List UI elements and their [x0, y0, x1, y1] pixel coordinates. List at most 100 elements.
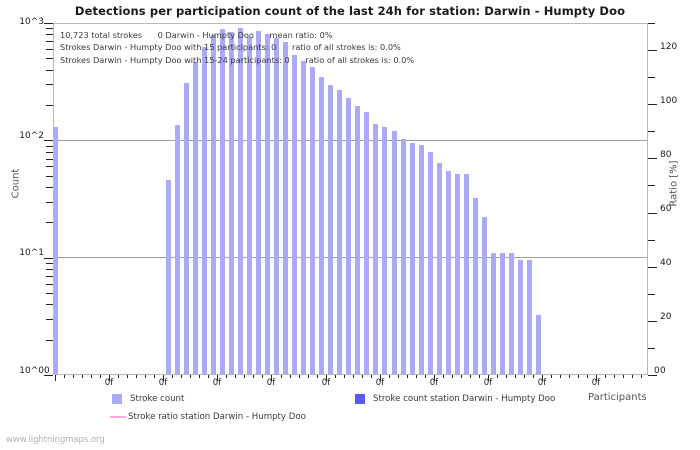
- x-axis-tick-mark: [506, 375, 507, 378]
- y-axis-left-tick-mark: [46, 34, 53, 35]
- bar: [517, 259, 523, 374]
- bar: [436, 162, 442, 374]
- x-axis-tick-mark: [425, 375, 426, 378]
- bar: [490, 252, 496, 374]
- y-axis-left-tick-mark: [46, 284, 53, 285]
- annotation-line-3: Strokes Darwin - Humpty Doo with 15-24 p…: [60, 54, 415, 65]
- y-axis-left-tick-100: 10^2: [19, 131, 44, 141]
- legend-label-stroke-count-station: Stroke count station Darwin - Humpty Doo: [373, 394, 556, 404]
- bar: [337, 90, 343, 374]
- y-axis-right-tick-60: 60: [660, 204, 672, 214]
- x-axis-tick-mark: [82, 375, 83, 378]
- y-axis-left-tick-mark: [46, 41, 53, 42]
- bar: [211, 35, 217, 374]
- legend-item-stroke-count[interactable]: Stroke count: [112, 394, 184, 404]
- x-axis-tick-mark: [281, 375, 282, 378]
- bar: [54, 127, 58, 374]
- x-axis-tick-mark: [64, 375, 65, 378]
- y-axis-left-tick-mark: [46, 293, 53, 294]
- x-axis-tick-mark: [109, 375, 110, 381]
- x-axis-tick-mark: [497, 375, 498, 378]
- y-axis-right-tick-0: 0: [660, 366, 666, 376]
- x-axis-tick-mark: [326, 375, 327, 381]
- bar: [364, 112, 370, 374]
- legend-swatch-icon-stroke-count: [112, 394, 122, 404]
- y-axis-left-tick-mark: [46, 269, 53, 270]
- bar: [454, 173, 460, 374]
- x-axis-tick-mark: [434, 375, 435, 381]
- x-axis-tick-mark: [470, 375, 471, 378]
- x-axis-tick-mark: [73, 375, 74, 378]
- x-axis-tick-mark: [533, 375, 534, 378]
- x-axis-tick-label: 0f: [321, 378, 331, 388]
- y-axis-left-tick-mark: [46, 105, 53, 106]
- bar: [256, 31, 262, 374]
- annotation-line-2: Strokes Darwin - Humpty Doo with 15 part…: [60, 42, 401, 53]
- bar-series: [54, 24, 647, 374]
- bar: [409, 142, 415, 374]
- bar: [373, 123, 379, 374]
- legend-line-icon-stroke-ratio-station: [110, 416, 126, 418]
- y-axis-right-tick-mark: [648, 321, 657, 322]
- bar: [319, 77, 325, 374]
- y-axis-right-tick-100: 100: [660, 96, 678, 106]
- y-axis-left-tick-1000: 10^3: [19, 17, 44, 27]
- bar: [193, 62, 199, 374]
- x-axis-tick-mark: [362, 375, 363, 378]
- y-axis-left-tick-mark: [46, 152, 53, 153]
- legend-item-stroke-count-station[interactable]: Stroke count station Darwin - Humpty Doo: [355, 394, 555, 404]
- x-axis-tick-mark: [623, 375, 624, 378]
- y-axis-right-tick-mark: [648, 213, 657, 214]
- x-axis-tick-mark: [479, 375, 480, 378]
- x-axis-tick-mark: [380, 375, 381, 381]
- x-axis-tick-mark: [290, 375, 291, 378]
- x-axis-tick-label: 0f: [212, 378, 222, 388]
- annotation-block: 10,723 total strokes 0 Darwin - Humpty D…: [60, 29, 490, 66]
- y-axis-right-tick-mark: [648, 294, 655, 295]
- x-axis-tick-label: 0f: [591, 378, 601, 388]
- y-axis-right-tick-mark: [648, 23, 655, 24]
- x-axis-tick-mark: [271, 375, 272, 381]
- y-axis-right-tick-20: 20: [660, 312, 672, 322]
- x-axis-tick-mark: [605, 375, 606, 378]
- x-axis-tick-mark: [262, 375, 263, 378]
- y-axis-left-tick-10: 10^1: [19, 248, 44, 258]
- y-axis-left-tick-mark: [44, 258, 53, 259]
- legend-label-stroke-count: Stroke count: [130, 394, 185, 404]
- bar: [310, 66, 316, 374]
- bar: [301, 61, 307, 374]
- bar: [328, 85, 334, 374]
- x-axis-tick-label: 0f: [429, 378, 439, 388]
- bar: [355, 105, 361, 374]
- x-axis-tick-mark: [452, 375, 453, 378]
- y-axis-left-tick-mark: [46, 84, 53, 85]
- y-axis-right-tick-mark: [648, 240, 655, 241]
- y-axis-right-tick-mark: [648, 131, 655, 132]
- legend-item-stroke-ratio-station[interactable]: Stroke ratio station Darwin - Humpty Doo: [110, 412, 306, 422]
- y-axis-left-tick-mark: [46, 146, 53, 147]
- x-axis-tick-label: 0f: [537, 378, 547, 388]
- plot-area: [53, 23, 648, 375]
- x-axis-tick-label: 0f: [158, 378, 168, 388]
- x-axis-tick-mark: [641, 375, 642, 378]
- y-axis-right-tick-mark: [648, 104, 657, 105]
- bar: [292, 55, 298, 374]
- x-axis-tick-mark: [551, 375, 552, 378]
- bar: [229, 31, 235, 374]
- x-axis-tick-mark: [524, 375, 525, 378]
- x-axis-tick-mark: [154, 375, 155, 378]
- x-axis-tick-mark: [145, 375, 146, 378]
- bar: [418, 144, 424, 374]
- x-axis-tick-mark: [344, 375, 345, 378]
- y-axis-right-tick-40: 40: [660, 258, 672, 268]
- y-axis-left-tick-1: 10^0: [19, 366, 44, 376]
- y-axis-left-tick-mark: [46, 340, 53, 341]
- y-axis-left-tick-mark: [46, 304, 53, 305]
- y-axis-left-title: Count: [10, 168, 22, 199]
- y-axis-right-tick-mark: [648, 50, 657, 51]
- y-axis-left-tick-mark: [46, 70, 53, 71]
- bar: [526, 259, 532, 374]
- x-axis-tick-mark: [118, 375, 119, 378]
- y-axis-left-tick-mark: [46, 202, 53, 203]
